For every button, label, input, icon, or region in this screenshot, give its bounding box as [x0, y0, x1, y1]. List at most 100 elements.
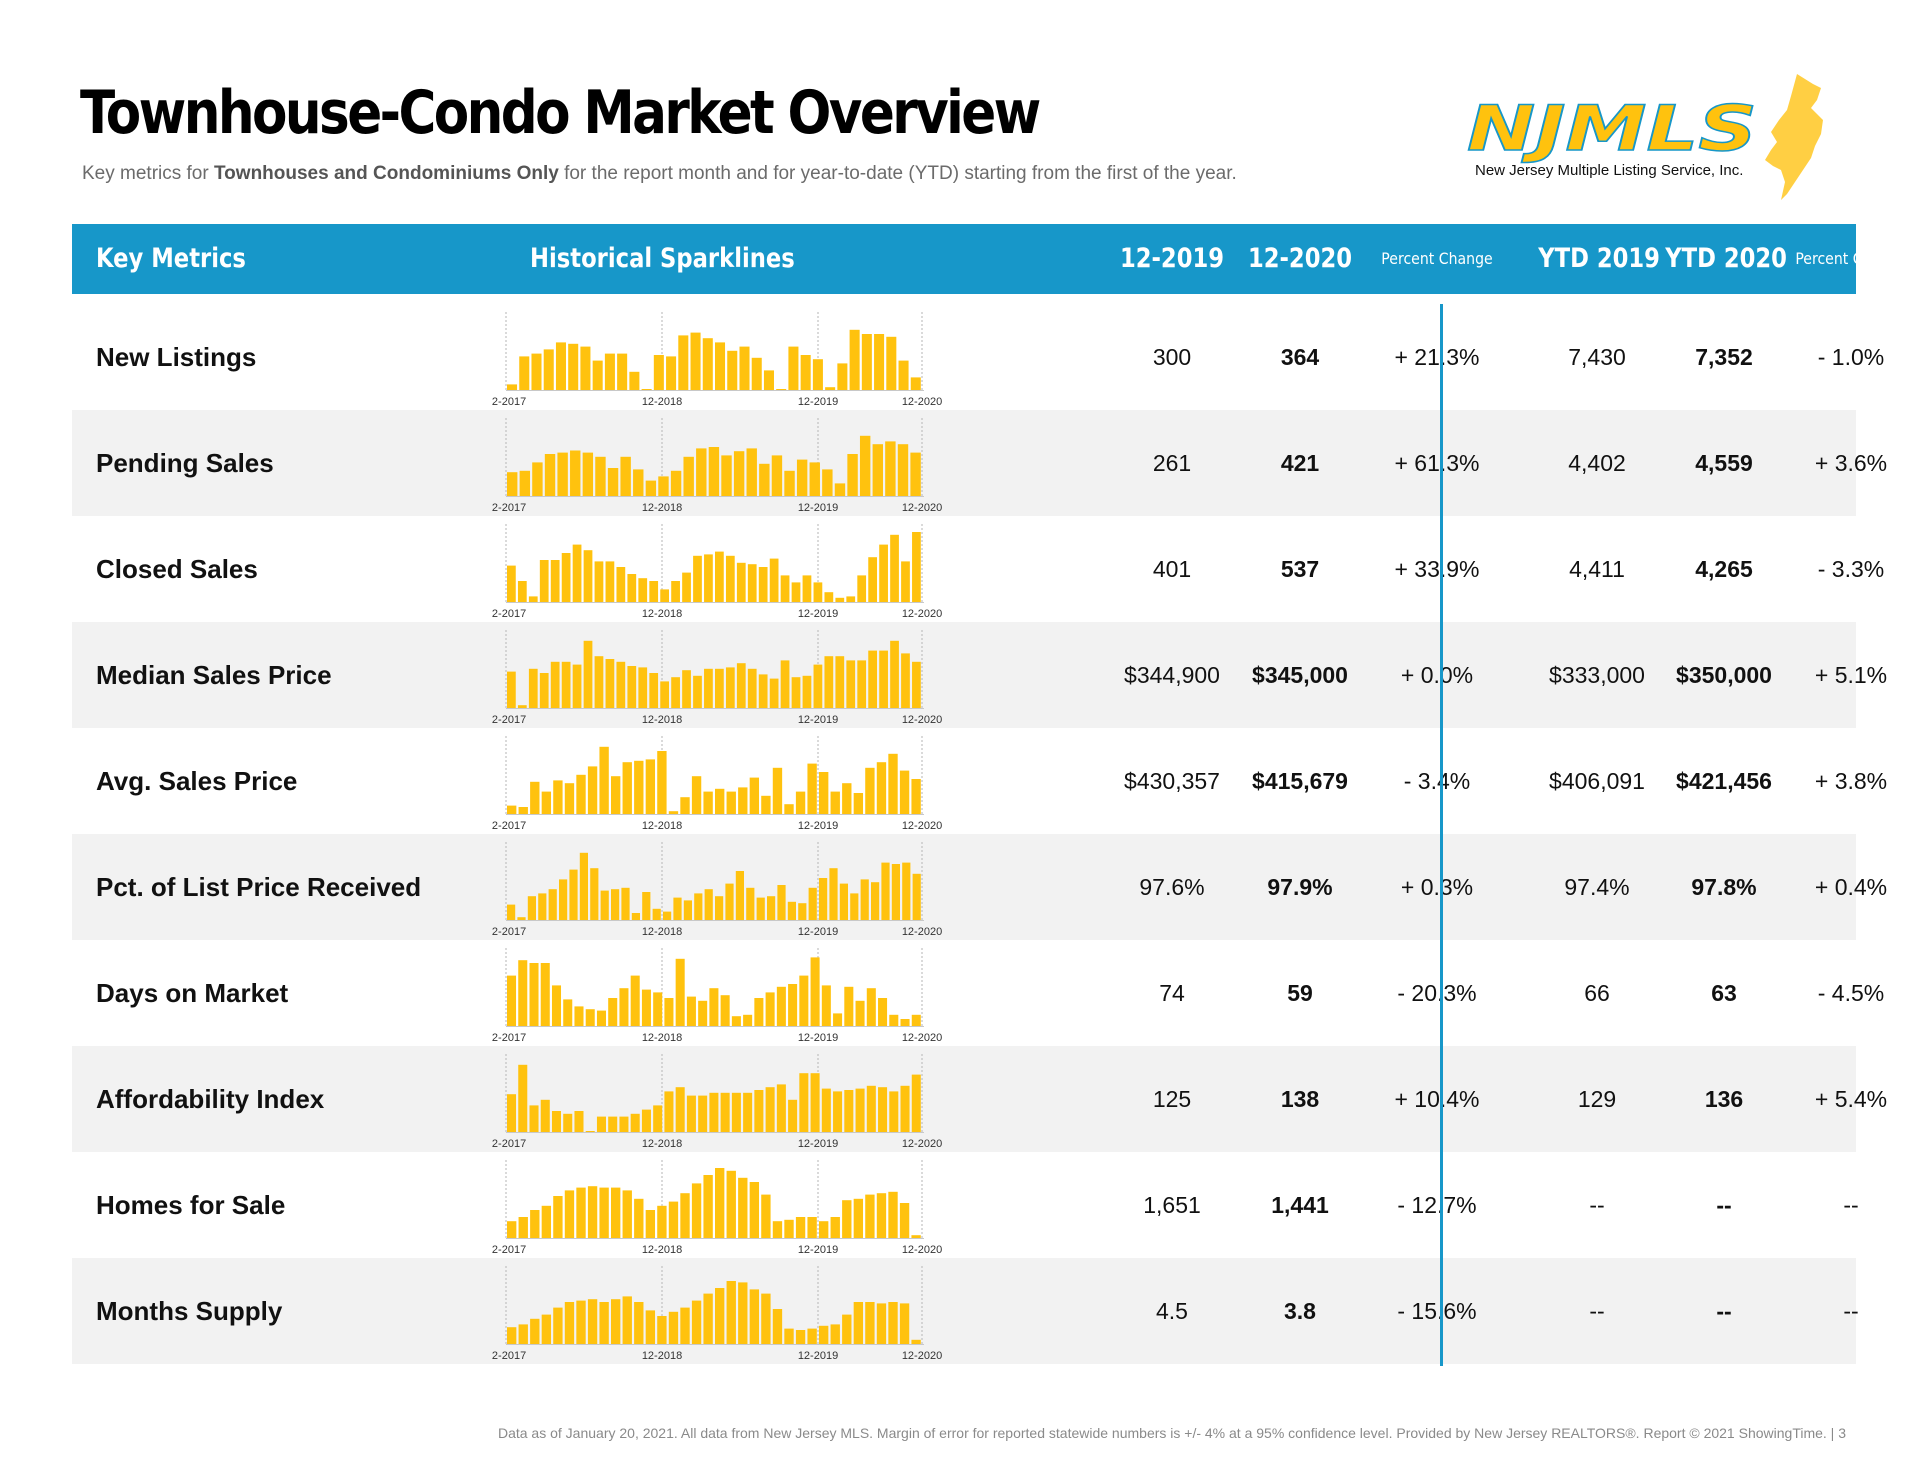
sparkline-bar — [767, 896, 776, 920]
metric-label: Months Supply — [96, 1296, 283, 1326]
sparkline-bar — [888, 753, 898, 814]
sparkline-bar — [634, 1198, 644, 1238]
metric-label: Affordability Index — [96, 1084, 325, 1114]
sparkline-bar — [865, 767, 875, 814]
sparkline-bar — [622, 1190, 632, 1238]
sparkline-bar — [765, 992, 775, 1026]
metric-row: Pct. of List Price Received12-201712-201… — [72, 834, 1887, 940]
sparkline-bar — [819, 772, 829, 814]
sparkline-bar — [620, 456, 631, 496]
sparkline-bar — [530, 781, 540, 814]
header-ytd-percent-change: Percent Change — [1795, 249, 1907, 268]
sparkline-bar — [539, 560, 549, 602]
header-ytd-2020: YTD 2020 — [1665, 243, 1787, 274]
sparkline-bar — [599, 1187, 609, 1238]
sparkline-bar — [738, 787, 748, 814]
sparkline-bar — [761, 795, 771, 814]
value-ytd-2019: $406,091 — [1549, 768, 1645, 794]
sparkline-bar — [758, 674, 768, 708]
sparkline-bar — [911, 1014, 921, 1026]
value-ytd-2020: $350,000 — [1676, 662, 1772, 688]
sparkline-x-label: 12-2019 — [798, 1350, 838, 1362]
sparkline-bar — [680, 1193, 690, 1238]
sparkline-bar — [530, 1318, 540, 1344]
value-month-2019: 74 — [1159, 980, 1185, 1006]
sparkline-bar — [507, 565, 516, 602]
sparkline-x-label: 12-2020 — [902, 1138, 942, 1150]
sparkline-bar — [855, 1000, 865, 1026]
value-month-2019: 401 — [1152, 556, 1192, 582]
sparkline-bar — [878, 1087, 888, 1132]
sparkline-bar — [630, 975, 640, 1026]
sparkline-x-label: 12-2018 — [642, 396, 682, 408]
sparkline-bar — [878, 998, 888, 1026]
sparkline-bar — [585, 1009, 595, 1026]
sparkline-bar — [563, 999, 573, 1026]
value-month-2020: 3.8 — [1284, 1298, 1316, 1324]
sparkline-bar — [872, 444, 883, 496]
sparkline-bar — [911, 1074, 921, 1132]
value-ytd-2019: -- — [1589, 1192, 1605, 1218]
value-month-2019: 261 — [1152, 450, 1192, 476]
value-month-2020: $345,000 — [1252, 662, 1348, 688]
sparkline-bar — [830, 1217, 840, 1238]
sparkline-bar — [879, 650, 888, 708]
sparkline-x-label: 12-2020 — [902, 820, 942, 832]
sparkline-bar — [587, 766, 598, 814]
sparkline-bar — [690, 332, 701, 390]
sparkline-bar — [518, 960, 528, 1026]
sparkline-bar — [759, 463, 770, 496]
sparkline-bar — [855, 1088, 865, 1132]
sparkline-bar — [645, 1210, 656, 1238]
metric-label: Closed Sales — [96, 554, 258, 584]
sparkline-bar — [608, 998, 618, 1026]
sparkline-bar — [733, 451, 745, 496]
sparkline-bar — [784, 1219, 794, 1238]
sparkline-bar — [653, 355, 664, 390]
sparkline-bar — [761, 1293, 771, 1344]
sparkline-bar — [784, 470, 795, 496]
njmls-logo-text: NJMLS — [1467, 92, 1757, 165]
sparkline-bar — [776, 986, 786, 1026]
value-ytd-2020: -- — [1716, 1192, 1732, 1218]
sparkline-x-label: 12-2017 — [492, 608, 526, 620]
metric-row: Closed Sales 12-2017 12-2018 12-2019 12-2020… — [72, 516, 1884, 622]
sparkline-bar — [879, 544, 888, 602]
sparkline-bar — [731, 1092, 741, 1132]
sparkline-x-label: 12-2019 — [798, 714, 838, 726]
value-ytd-2019: -- — [1589, 1298, 1605, 1324]
sparkline-bar — [842, 1200, 852, 1238]
sparkline-bar — [703, 791, 713, 814]
sparkline-bar — [519, 356, 530, 390]
sparkline-bar — [518, 1324, 528, 1344]
sparkline-bar — [587, 1186, 598, 1238]
sparkline-bar — [810, 957, 820, 1026]
sparkline-x-label: 12-2019 — [798, 820, 838, 832]
sparkline-bar — [844, 1090, 854, 1132]
sparkline-bar — [568, 343, 579, 390]
sparkline-bar — [834, 483, 846, 496]
sparkline-bar — [605, 659, 615, 708]
sparkline-bar — [886, 336, 897, 390]
sparkline-bar — [518, 1064, 528, 1132]
metric-row: Affordability Index 12-2017 12-2018 12-2019… — [72, 1046, 1887, 1152]
sparkline-bar — [507, 1327, 517, 1344]
sparkline-x-label: 12-2017 — [492, 1032, 526, 1044]
sparkline-bar — [857, 660, 867, 708]
sparkline-bar — [619, 1116, 629, 1132]
sparkline-bar — [899, 1203, 910, 1238]
sparkline-bar — [617, 353, 628, 390]
metric-label: Days on Market — [96, 978, 289, 1008]
sparkline-bar — [653, 992, 663, 1026]
value-month-2020: 421 — [1280, 450, 1320, 476]
sparkline-bar — [645, 480, 657, 496]
sparkline-bar — [541, 1205, 552, 1238]
sparkline-bar — [576, 1187, 586, 1238]
sparkline-bar — [518, 807, 528, 814]
sparkline-bar — [746, 448, 757, 496]
sparkline-bar — [901, 653, 910, 708]
sparkline-bar — [788, 346, 799, 390]
sparkline-bar — [796, 459, 808, 496]
sparkline-bar — [777, 885, 786, 920]
sparkline-bar — [865, 1194, 875, 1238]
